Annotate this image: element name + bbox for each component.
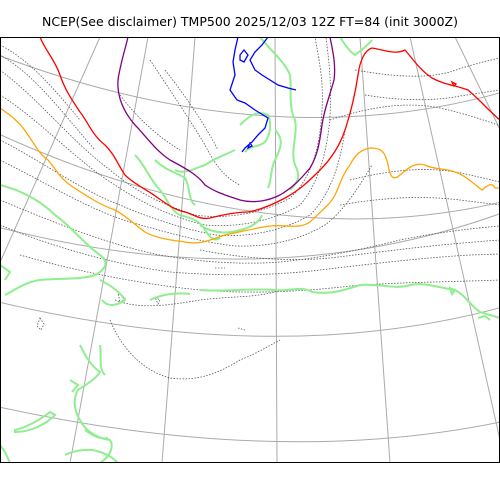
contour-orange xyxy=(0,107,500,244)
map-title: NCEP(See disclaimer) TMP500 2025/12/03 1… xyxy=(41,14,458,29)
contour-red xyxy=(39,37,500,220)
isotherm-lines xyxy=(0,37,500,380)
contour-blue xyxy=(229,37,297,153)
contour-purple xyxy=(117,37,336,203)
coastlines xyxy=(0,37,500,463)
latitude-lines xyxy=(0,55,500,443)
longitude-lines xyxy=(0,37,500,463)
weather-map xyxy=(0,37,500,463)
